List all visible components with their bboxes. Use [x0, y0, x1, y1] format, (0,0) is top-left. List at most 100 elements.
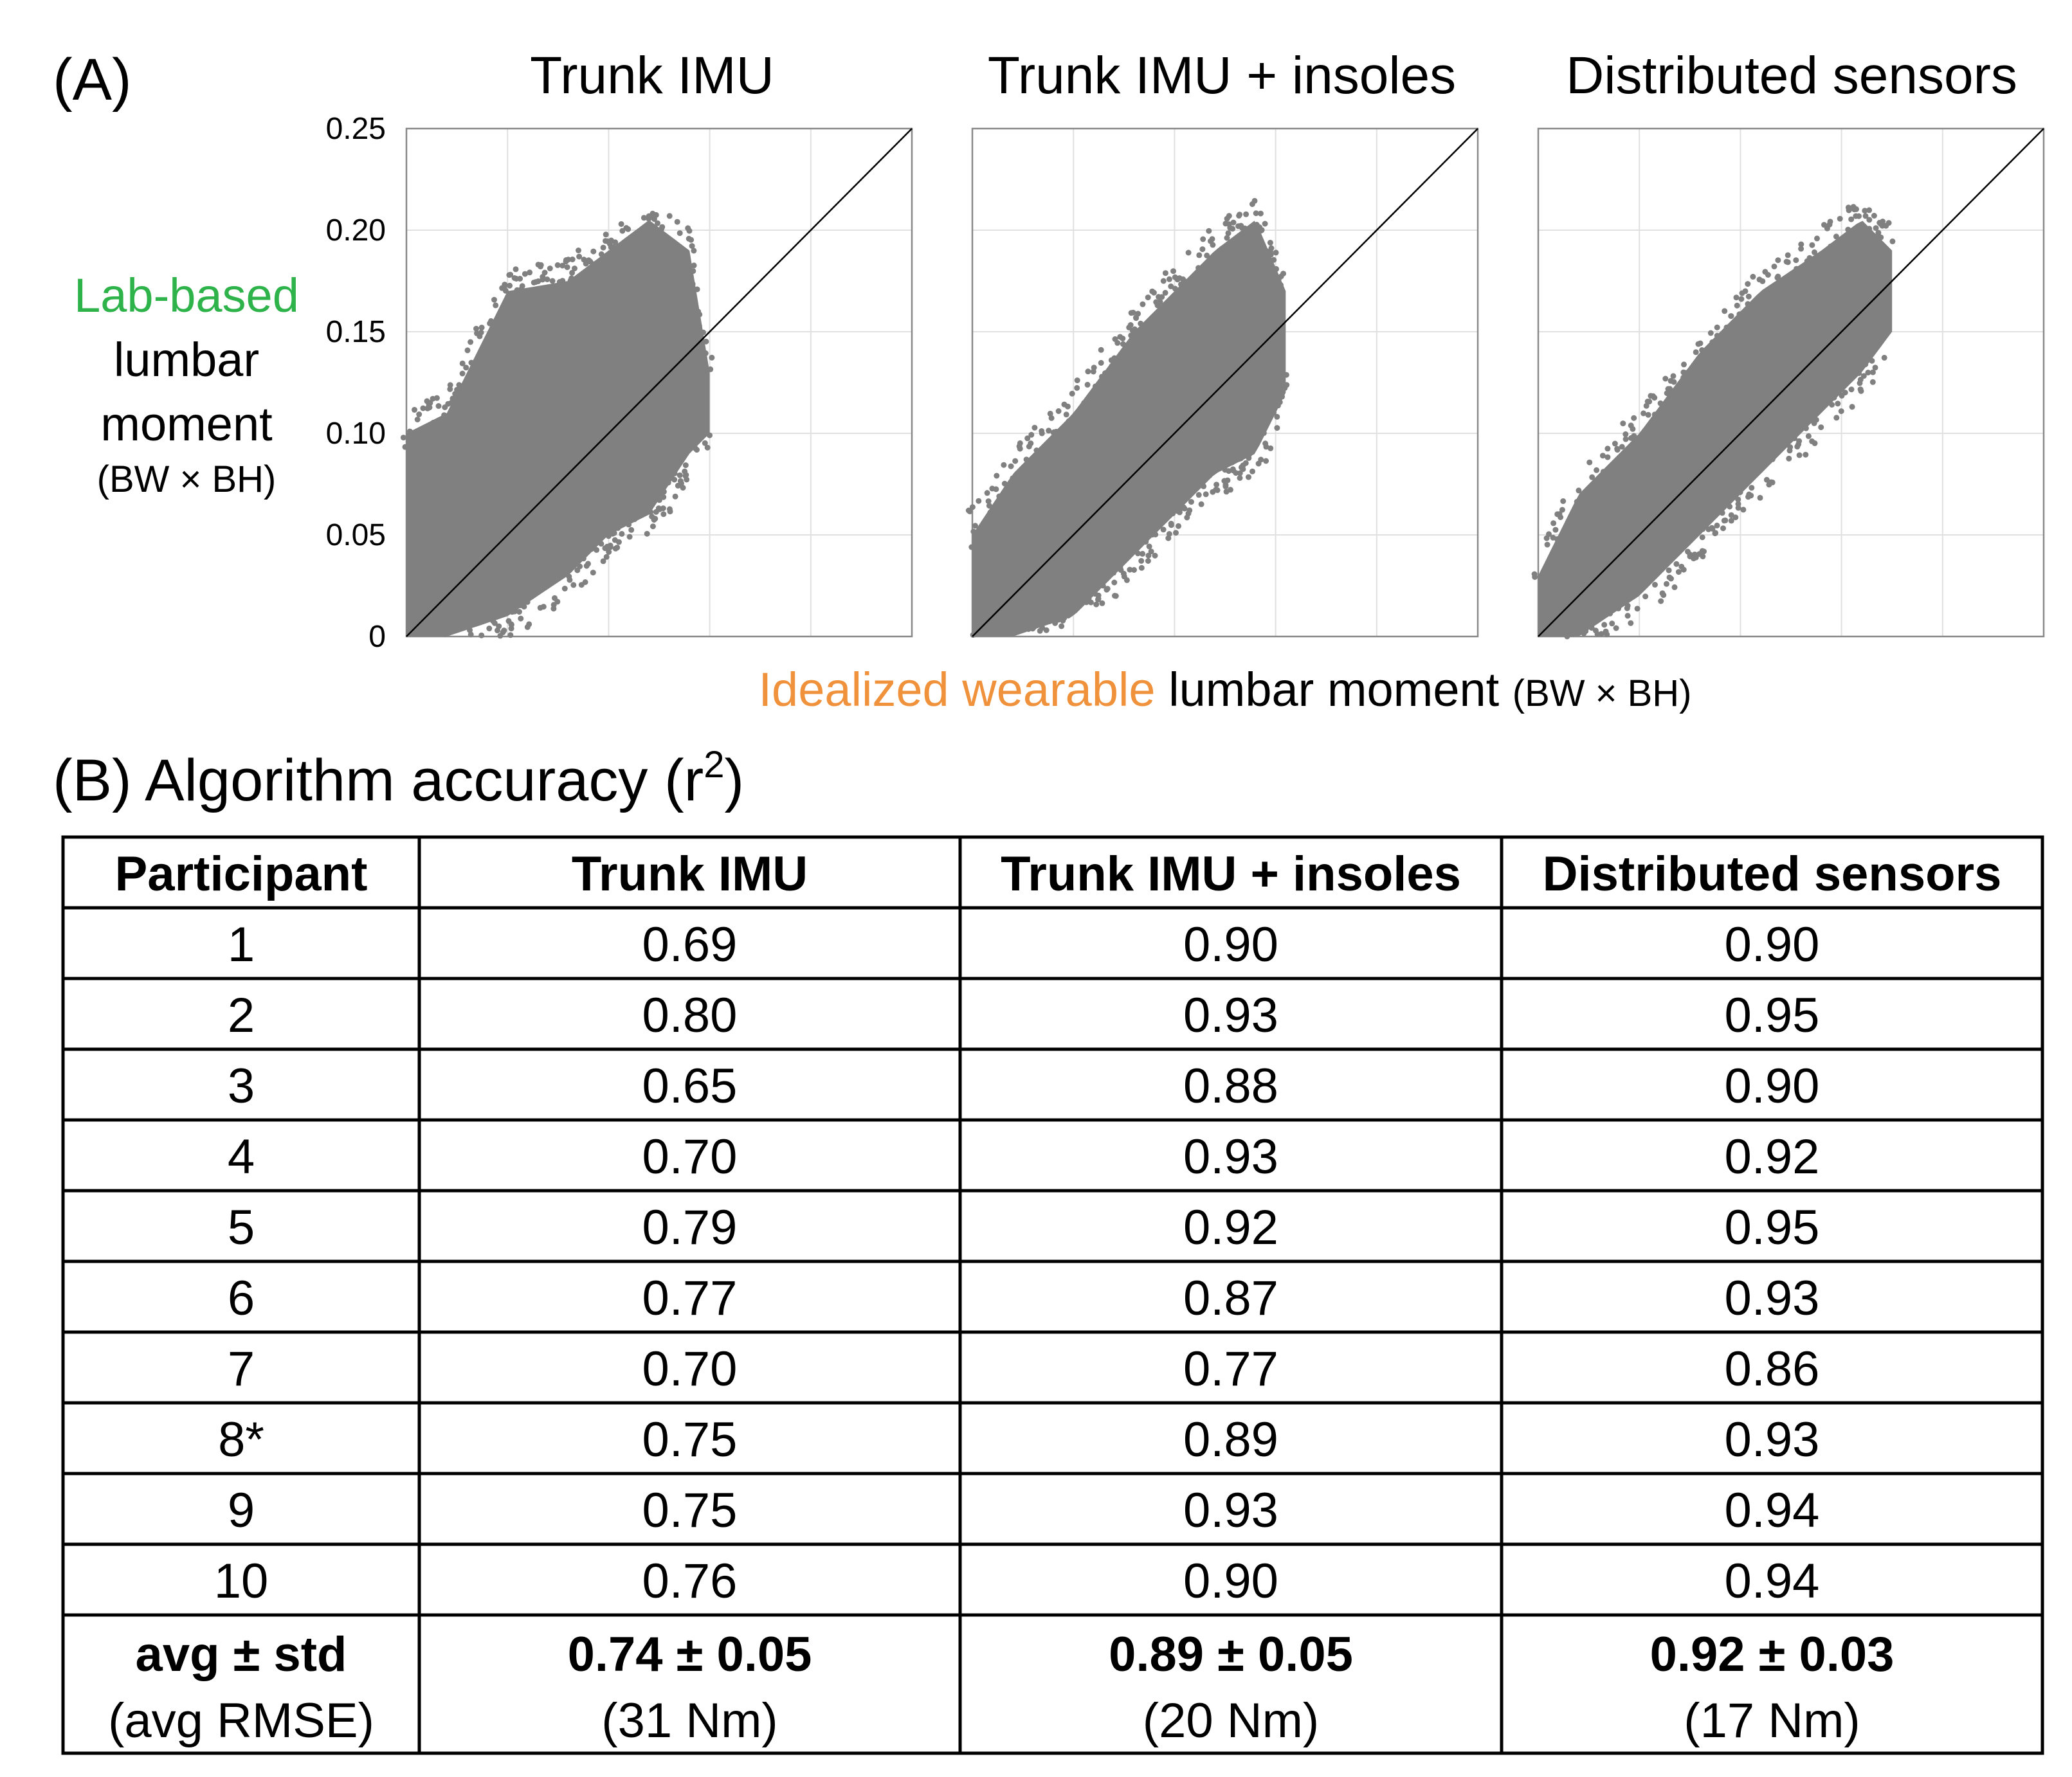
data-point: [1152, 552, 1158, 559]
table-cell: 0.88: [1183, 1059, 1278, 1114]
data-point: [1240, 466, 1246, 473]
data-point: [1162, 270, 1168, 276]
data-point: [1117, 334, 1123, 340]
y-tick-label: 0: [368, 620, 386, 654]
data-point: [1821, 222, 1827, 228]
data-point: [1745, 494, 1751, 500]
data-point: [1023, 619, 1030, 626]
data-point: [1876, 233, 1882, 239]
data-point: [1599, 453, 1606, 459]
data-point: [1785, 259, 1791, 266]
data-point: [1574, 628, 1580, 635]
data-point: [694, 447, 700, 453]
data-point: [1550, 534, 1556, 541]
data-point: [1601, 622, 1608, 628]
data-point: [554, 302, 560, 308]
data-point: [1072, 424, 1078, 431]
data-point: [1030, 620, 1037, 626]
data-point: [1663, 413, 1669, 419]
data-point: [1188, 499, 1194, 505]
data-point: [1849, 404, 1855, 410]
data-point: [1659, 542, 1666, 548]
data-point: [1614, 446, 1621, 452]
data-point: [1696, 356, 1702, 362]
data-point: [1648, 393, 1654, 399]
data-point: [1229, 459, 1235, 465]
data-point: [648, 231, 654, 237]
summary-value: 0.74 ± 0.05: [568, 1627, 812, 1682]
data-point: [1176, 293, 1183, 299]
data-point: [1749, 485, 1755, 491]
data-point: [1667, 386, 1673, 392]
data-point: [1738, 296, 1745, 302]
y-axis-unit: (BW × BH): [97, 458, 277, 500]
scatter-plot-3: [1531, 127, 2045, 640]
data-point: [1033, 464, 1039, 470]
data-point: [1120, 361, 1126, 368]
data-point: [1237, 246, 1242, 253]
data-point: [514, 298, 521, 304]
data-point: [493, 302, 499, 309]
data-point: [1733, 294, 1740, 301]
data-point: [478, 632, 485, 638]
data-point: [1074, 377, 1080, 384]
data-point: [1799, 417, 1806, 423]
panel-b-label: (B): [53, 748, 132, 813]
data-point: [1699, 347, 1705, 353]
data-point: [439, 615, 446, 622]
data-point: [1719, 510, 1725, 516]
data-point: [1098, 359, 1104, 366]
data-point: [1092, 383, 1098, 390]
data-point: [1260, 430, 1267, 437]
data-point: [600, 244, 606, 251]
data-point: [598, 251, 604, 257]
data-point: [463, 365, 469, 371]
data-point: [554, 262, 561, 268]
data-point: [454, 611, 460, 617]
x-axis-label: Idealized wearable lumbar moment (BW × B…: [759, 663, 1692, 716]
data-point: [671, 245, 678, 251]
data-point: [1671, 584, 1678, 590]
point-cloud: [400, 210, 715, 639]
data-point: [1140, 301, 1146, 307]
table-cell: 0.93: [1183, 988, 1278, 1043]
data-point: [1069, 390, 1075, 397]
data-point: [590, 534, 597, 541]
data-point: [554, 599, 561, 605]
data-point: [1759, 294, 1766, 300]
data-point: [1135, 550, 1141, 557]
data-point: [507, 282, 513, 289]
data-point: [702, 440, 708, 446]
data-point: [1559, 507, 1565, 513]
data-point: [553, 285, 559, 291]
data-point: [1237, 475, 1243, 481]
data-point: [682, 462, 689, 469]
data-point: [1143, 539, 1149, 545]
data-point: [594, 546, 600, 553]
data-point: [1775, 436, 1781, 442]
data-point: [659, 241, 665, 248]
data-point: [1651, 411, 1658, 418]
data-point: [1833, 415, 1840, 421]
data-point: [1231, 255, 1237, 262]
data-point: [1829, 402, 1835, 408]
data-point: [641, 494, 648, 500]
data-point: [1607, 610, 1613, 617]
data-point: [1857, 386, 1864, 393]
data-point: [1111, 579, 1118, 586]
data-point: [644, 530, 650, 537]
data-point: [1732, 514, 1739, 521]
data-point: [1166, 276, 1172, 282]
data-point: [1176, 300, 1182, 307]
table-cell: 1: [228, 917, 255, 972]
data-point: [538, 581, 544, 588]
table-cell: 5: [228, 1200, 255, 1255]
data-point: [1053, 615, 1059, 621]
table-cell: 0.92: [1725, 1130, 1820, 1184]
data-point: [1622, 431, 1629, 437]
data-point: [1889, 238, 1896, 244]
data-point: [1018, 469, 1024, 476]
data-point: [569, 269, 576, 276]
data-point: [1138, 564, 1145, 571]
data-point: [1118, 366, 1124, 373]
